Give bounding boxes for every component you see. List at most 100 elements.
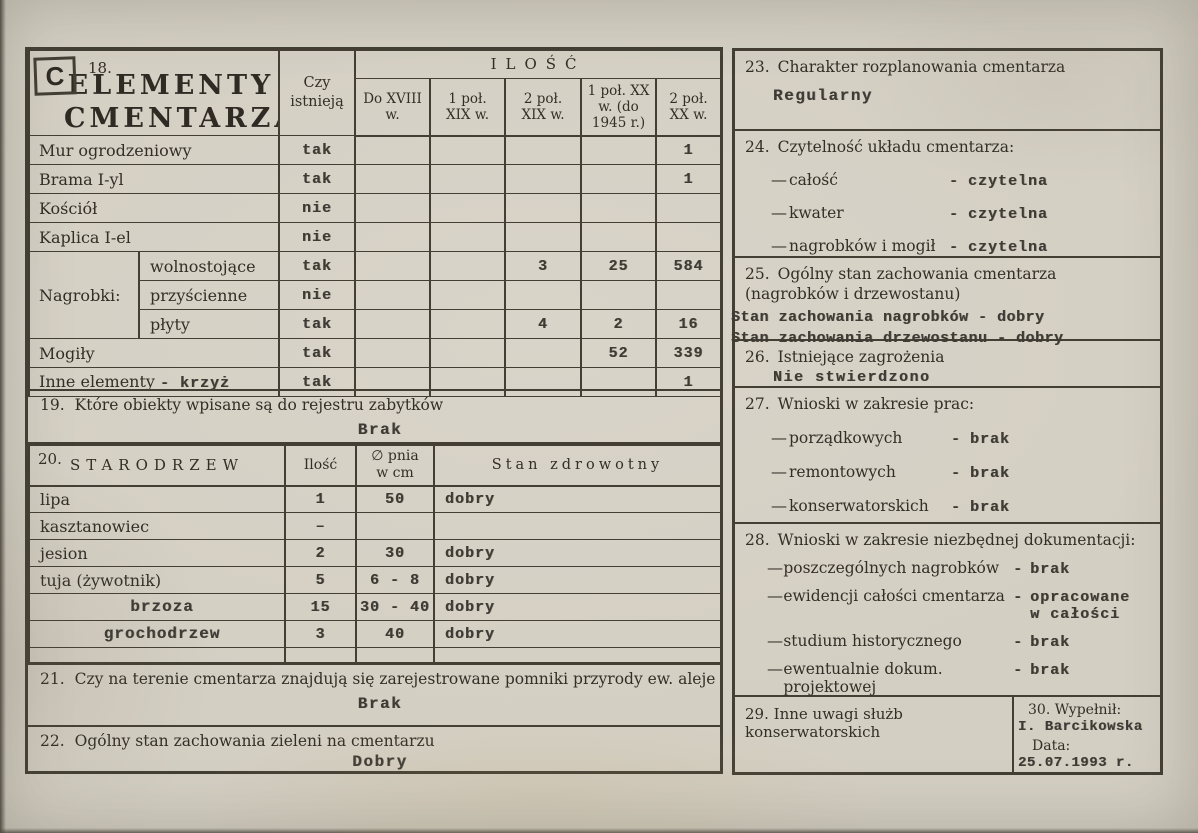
list-item: — studium historycznego - brak — [767, 631, 1150, 651]
tree-name: brzoza — [28, 593, 286, 622]
item-label: remontowych — [789, 463, 896, 482]
typed-dash: - — [949, 172, 960, 190]
list-item: — nagrobków i mogił - czytelna — [771, 236, 1150, 256]
qty-cell: 25 — [580, 251, 658, 281]
section-22-question: 22. Ogólny stan zachowania zieleni na cme… — [40, 732, 720, 750]
qty-cell: 52 — [580, 338, 658, 368]
typed-dash: - — [951, 465, 962, 483]
exists-cell: tak — [278, 367, 357, 397]
list-item: — konserwatorskich - brak — [771, 496, 1150, 516]
exists-cell: tak — [278, 309, 357, 339]
qty-cell — [354, 367, 432, 397]
table-row: lipa 1 50 dobry — [28, 485, 722, 514]
section-26-question-text: Istniejące zagrożenia — [777, 348, 945, 367]
section-20-old-trees: 20. STARODRZEW Ilość ∅ pnia w cm Stan zd… — [28, 442, 722, 665]
column-header-exists: Czy istnieją — [278, 50, 357, 136]
date-value: 25.07.1993 r. — [1018, 754, 1134, 771]
qty-cell: 2 — [580, 309, 658, 339]
typed-line: Stan zachowania nagrobków - dobry — [731, 309, 1045, 327]
date-label: Data: — [1032, 737, 1071, 754]
typed-dash: - — [951, 431, 962, 449]
item-answer: czytelna — [968, 172, 1049, 190]
tree-health: dobry — [433, 593, 722, 622]
table-row: Brama I-yl tak 1 — [27, 164, 723, 194]
section-18-number: 18. — [88, 59, 112, 77]
tree-name: kasztanowiec — [28, 512, 286, 541]
row-label: przyścienne — [137, 280, 281, 310]
section-19-number: 19. — [40, 396, 65, 414]
section-19-question-text: Które obiekty wpisane są do rejestru zab… — [74, 396, 444, 414]
table-row: Mogiły tak 52 339 — [27, 338, 723, 368]
item-answer: czytelna — [968, 238, 1049, 256]
exists-cell: tak — [278, 338, 357, 368]
section-27-number: 27. — [745, 395, 770, 414]
section-25-question: 25. Ogólny stan zachowania cmentarza (nag… — [745, 264, 1115, 304]
tree-diameter: 30 - 40 — [355, 593, 435, 622]
row-label: Mogiły — [27, 338, 281, 368]
qty-cell — [580, 193, 658, 223]
tree-health — [433, 512, 722, 541]
qty-cell — [354, 222, 432, 252]
column-header-tree-qty: Ilość — [284, 445, 357, 487]
qty-cell — [504, 193, 583, 223]
old-trees-title-cell: 20. STARODRZEW — [28, 445, 286, 487]
qty-cell: 1 — [655, 135, 723, 165]
item-label: kwater — [789, 203, 844, 222]
elements-table: C 18. ELEMENTY CMENTARZA Czy istnieją IL… — [27, 50, 723, 397]
tree-health: dobry — [433, 620, 722, 649]
row-label: Brama I-yl — [27, 164, 281, 194]
filled-by-label: Wypełnił: — [1054, 701, 1122, 718]
section-29-text: Inne uwagi służb konserwatorskich — [745, 704, 903, 741]
item-label: porządkowych — [789, 429, 903, 448]
tree-qty: – — [284, 512, 357, 541]
filled-by-name: I. Barcikowska — [1018, 718, 1143, 735]
tree-health: dobry — [433, 539, 722, 568]
corner-letter-c-stamp: C — [33, 56, 77, 96]
section-28-question: 28. Wnioski w zakresie niezbędnej dokumen… — [745, 530, 1150, 550]
section-26-existing-threats: 26. Istniejące zagrożenia Nie stwierdzono — [735, 341, 1160, 389]
table-row: przyścienne nie — [29, 280, 723, 310]
section-29-conservator-remarks: 29. Inne uwagi służb konserwatorskich — [735, 697, 1012, 772]
item-answer: brak — [970, 431, 1011, 449]
qty-cell — [429, 280, 507, 310]
qty-cell — [354, 193, 432, 223]
item-label: studium historycznego — [783, 631, 962, 650]
tree-qty: 5 — [284, 566, 357, 595]
item-label: ewentualnie dokum. projektowej — [783, 659, 943, 696]
section-23-question-text: Charakter rozplanowania cmentarza — [777, 58, 1066, 76]
typed-dash: - — [949, 238, 960, 256]
printed-dash: — — [771, 428, 787, 448]
section-21-nature-monuments: 21. Czy na terenie cmentarza znajdują się… — [28, 662, 720, 725]
qty-cell: 3 — [504, 251, 583, 281]
tree-name: tuja (żywotnik) — [28, 566, 286, 595]
section-21-answer: Brak — [357, 695, 403, 714]
old-trees-title: STARODRZEW — [70, 456, 244, 475]
section-28-number: 28. — [745, 530, 770, 549]
qty-cell — [354, 135, 432, 165]
section-21-question: 21. Czy na terenie cmentarza znajdują się… — [40, 670, 720, 688]
column-header-period-4: 1 poł. XX w. (do 1945 r.) — [580, 77, 658, 137]
printed-dash: — — [767, 557, 783, 577]
old-trees-table: 20. STARODRZEW Ilość ∅ pnia w cm Stan zd… — [28, 445, 722, 665]
table-row: grochodrzew 3 40 dobry — [28, 620, 722, 649]
section-23-number: 23. — [745, 58, 770, 76]
section-27-question-text: Wnioski w zakresie prac: — [777, 395, 975, 414]
section-22-question-text: Ogólny stan zachowania zieleni na cmenta… — [74, 732, 435, 750]
table-row: Inne elementy - krzyż tak 1 — [27, 367, 723, 397]
list-item: — porządkowych - brak — [771, 428, 1150, 448]
item-answer: opracowane w całości — [1030, 588, 1131, 623]
tree-qty: 1 — [284, 485, 357, 514]
tree-health: dobry — [433, 485, 722, 514]
qty-cell — [504, 338, 583, 368]
row-label: Kaplica I-el — [27, 222, 281, 252]
section-30-filled-by: 30. Wypełnił: I. Barcikowska Data: 25.07… — [1012, 696, 1160, 772]
elements-heading: ELEMENTY CMENTARZA — [31, 69, 277, 135]
qty-cell: 1 — [655, 367, 723, 397]
qty-cell — [429, 164, 507, 194]
section-28-documentation-recommendations: 28. Wnioski w zakresie niezbędnej dokumen… — [735, 524, 1160, 697]
item-answer: brak — [970, 465, 1011, 483]
elements-heading-line1: ELEMENTY — [67, 70, 275, 101]
qty-cell: 4 — [504, 309, 583, 339]
section-30-number: 30. — [1028, 701, 1051, 718]
table-row: tuja (żywotnik) 5 6 - 8 dobry — [28, 566, 722, 595]
